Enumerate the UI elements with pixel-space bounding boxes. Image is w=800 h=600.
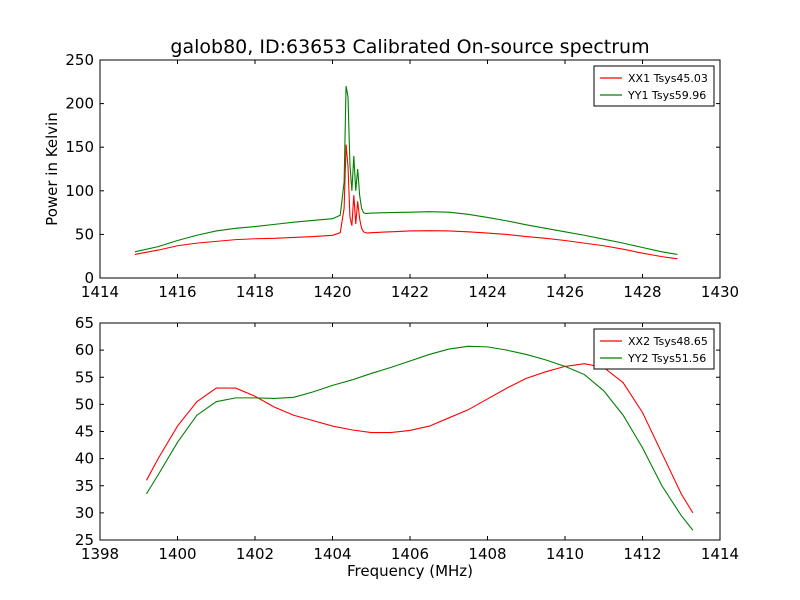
y-tick-label: 100 [65, 182, 94, 200]
y-tick-label: 60 [75, 341, 94, 359]
x-tick-label: 1430 [701, 283, 739, 301]
y-tick-label: 35 [75, 477, 94, 495]
x-tick-label: 1412 [623, 545, 661, 563]
legend: XX2 Tsys48.65 YY2 Tsys51.56 [593, 328, 715, 370]
top-spectrum-plot: 1414 1416 1418 1420 1422 1424 1426 1428 1430 0 50 1… [43, 51, 739, 301]
x-tick-label: 1416 [158, 283, 196, 301]
y-tick-label: 50 [75, 395, 94, 413]
x-tick-label: 1398 [81, 545, 119, 563]
x-axis-label: Frequency (MHz) [347, 562, 473, 580]
series-line-xx1 [134, 144, 678, 260]
y-tick-label: 150 [65, 138, 94, 156]
chart-title: galob80, ID:63653 Calibrated On-source s… [170, 36, 649, 58]
legend: XX1 Tsys45.03 YY1 Tsys59.96 [593, 65, 715, 107]
series-line-xx2 [146, 363, 694, 514]
y-tick-label: 55 [75, 368, 94, 386]
legend-label: XX1 Tsys45.03 [628, 72, 708, 85]
x-tick-label: 1400 [158, 545, 196, 563]
series-line-yy2 [146, 345, 694, 531]
y-tick-label: 65 [75, 314, 94, 332]
legend-box [593, 65, 715, 107]
y-tick-label: 25 [75, 531, 94, 549]
y-tick-label: 200 [65, 95, 94, 113]
x-tick-label: 1422 [391, 283, 429, 301]
bottom-spectrum-plot: 1398 1400 1402 1404 1406 1408 1410 1412 1414 25 30… [75, 314, 739, 580]
y-axis-label: Power in Kelvin [43, 112, 61, 226]
x-tick-label: 1406 [391, 545, 429, 563]
legend-label: YY2 Tsys51.56 [627, 352, 706, 365]
legend-label: YY1 Tsys59.96 [627, 89, 706, 102]
y-tick-label: 40 [75, 450, 94, 468]
x-tick-label: 1418 [236, 283, 274, 301]
x-tick-label: 1420 [313, 283, 351, 301]
x-tick-label: 1424 [468, 283, 506, 301]
y-tick-label: 30 [75, 504, 94, 522]
y-tick-label: 45 [75, 423, 94, 441]
series-line-yy1 [134, 86, 678, 256]
y-tick-label: 50 [75, 225, 94, 243]
y-tick-label: 250 [65, 51, 94, 69]
x-tick-label: 1408 [468, 545, 506, 563]
x-tick-label: 1426 [546, 283, 584, 301]
legend-box [593, 328, 715, 370]
x-tick-label: 1414 [81, 283, 119, 301]
x-tick-label: 1414 [701, 545, 739, 563]
x-tick-label: 1410 [546, 545, 584, 563]
legend-label: XX2 Tsys48.65 [628, 335, 708, 348]
x-tick-label: 1428 [623, 283, 661, 301]
y-tick-label: 0 [84, 269, 94, 287]
x-tick-label: 1404 [313, 545, 351, 563]
x-tick-label: 1402 [236, 545, 274, 563]
